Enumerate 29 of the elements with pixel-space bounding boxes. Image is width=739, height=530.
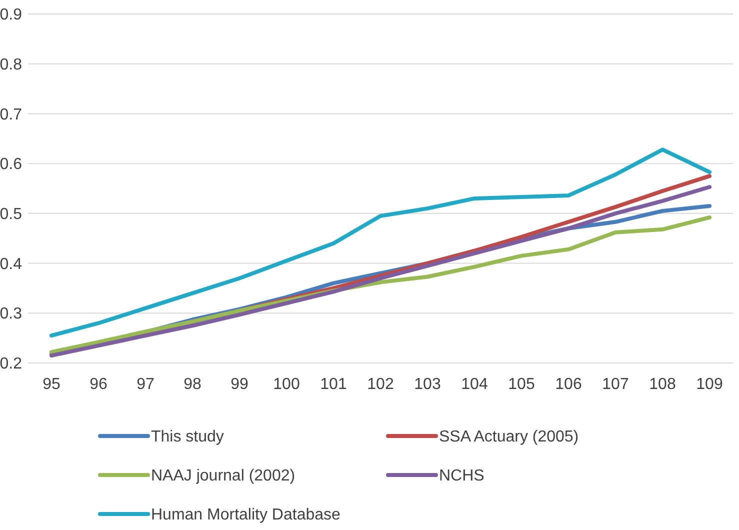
x-tick-label: 105 xyxy=(508,376,535,393)
legend-label: Human Mortality Database xyxy=(151,506,341,524)
x-tick-label: 100 xyxy=(273,376,300,393)
x-tick-label: 109 xyxy=(696,376,723,393)
x-tick-label: 96 xyxy=(90,376,108,393)
legend-label: NCHS xyxy=(439,468,484,485)
x-tick-label: 104 xyxy=(461,376,488,393)
y-tick-label: 0.9 xyxy=(0,6,22,24)
x-tick-label: 108 xyxy=(649,376,676,393)
y-tick-label: 0.4 xyxy=(0,256,22,273)
x-tick-label: 107 xyxy=(602,376,629,393)
y-tick-label: 0.5 xyxy=(0,206,22,224)
line-series xyxy=(50,148,712,338)
legend-label: SSA Actuary (2005) xyxy=(439,428,579,446)
x-tick-label: 99 xyxy=(230,376,248,393)
x-tick-label: 98 xyxy=(184,376,202,393)
y-tick-label: 0.6 xyxy=(0,156,22,174)
x-tick-label: 106 xyxy=(555,376,582,393)
x-tick-label: 102 xyxy=(367,376,394,393)
y-tick-label: 0.2 xyxy=(0,356,22,373)
legend-label: NAAJ journal (2002) xyxy=(151,468,296,485)
x-tick-label: 103 xyxy=(414,376,441,393)
y-tick-label: 0.3 xyxy=(0,306,22,323)
x-tick-label: 101 xyxy=(320,376,347,393)
y-tick-label: 0.8 xyxy=(0,56,22,74)
x-tick-label: 95 xyxy=(42,376,60,393)
legend-label: This study xyxy=(151,428,224,446)
x-tick-label: 97 xyxy=(136,376,154,393)
y-tick-label: 0.7 xyxy=(0,106,22,124)
